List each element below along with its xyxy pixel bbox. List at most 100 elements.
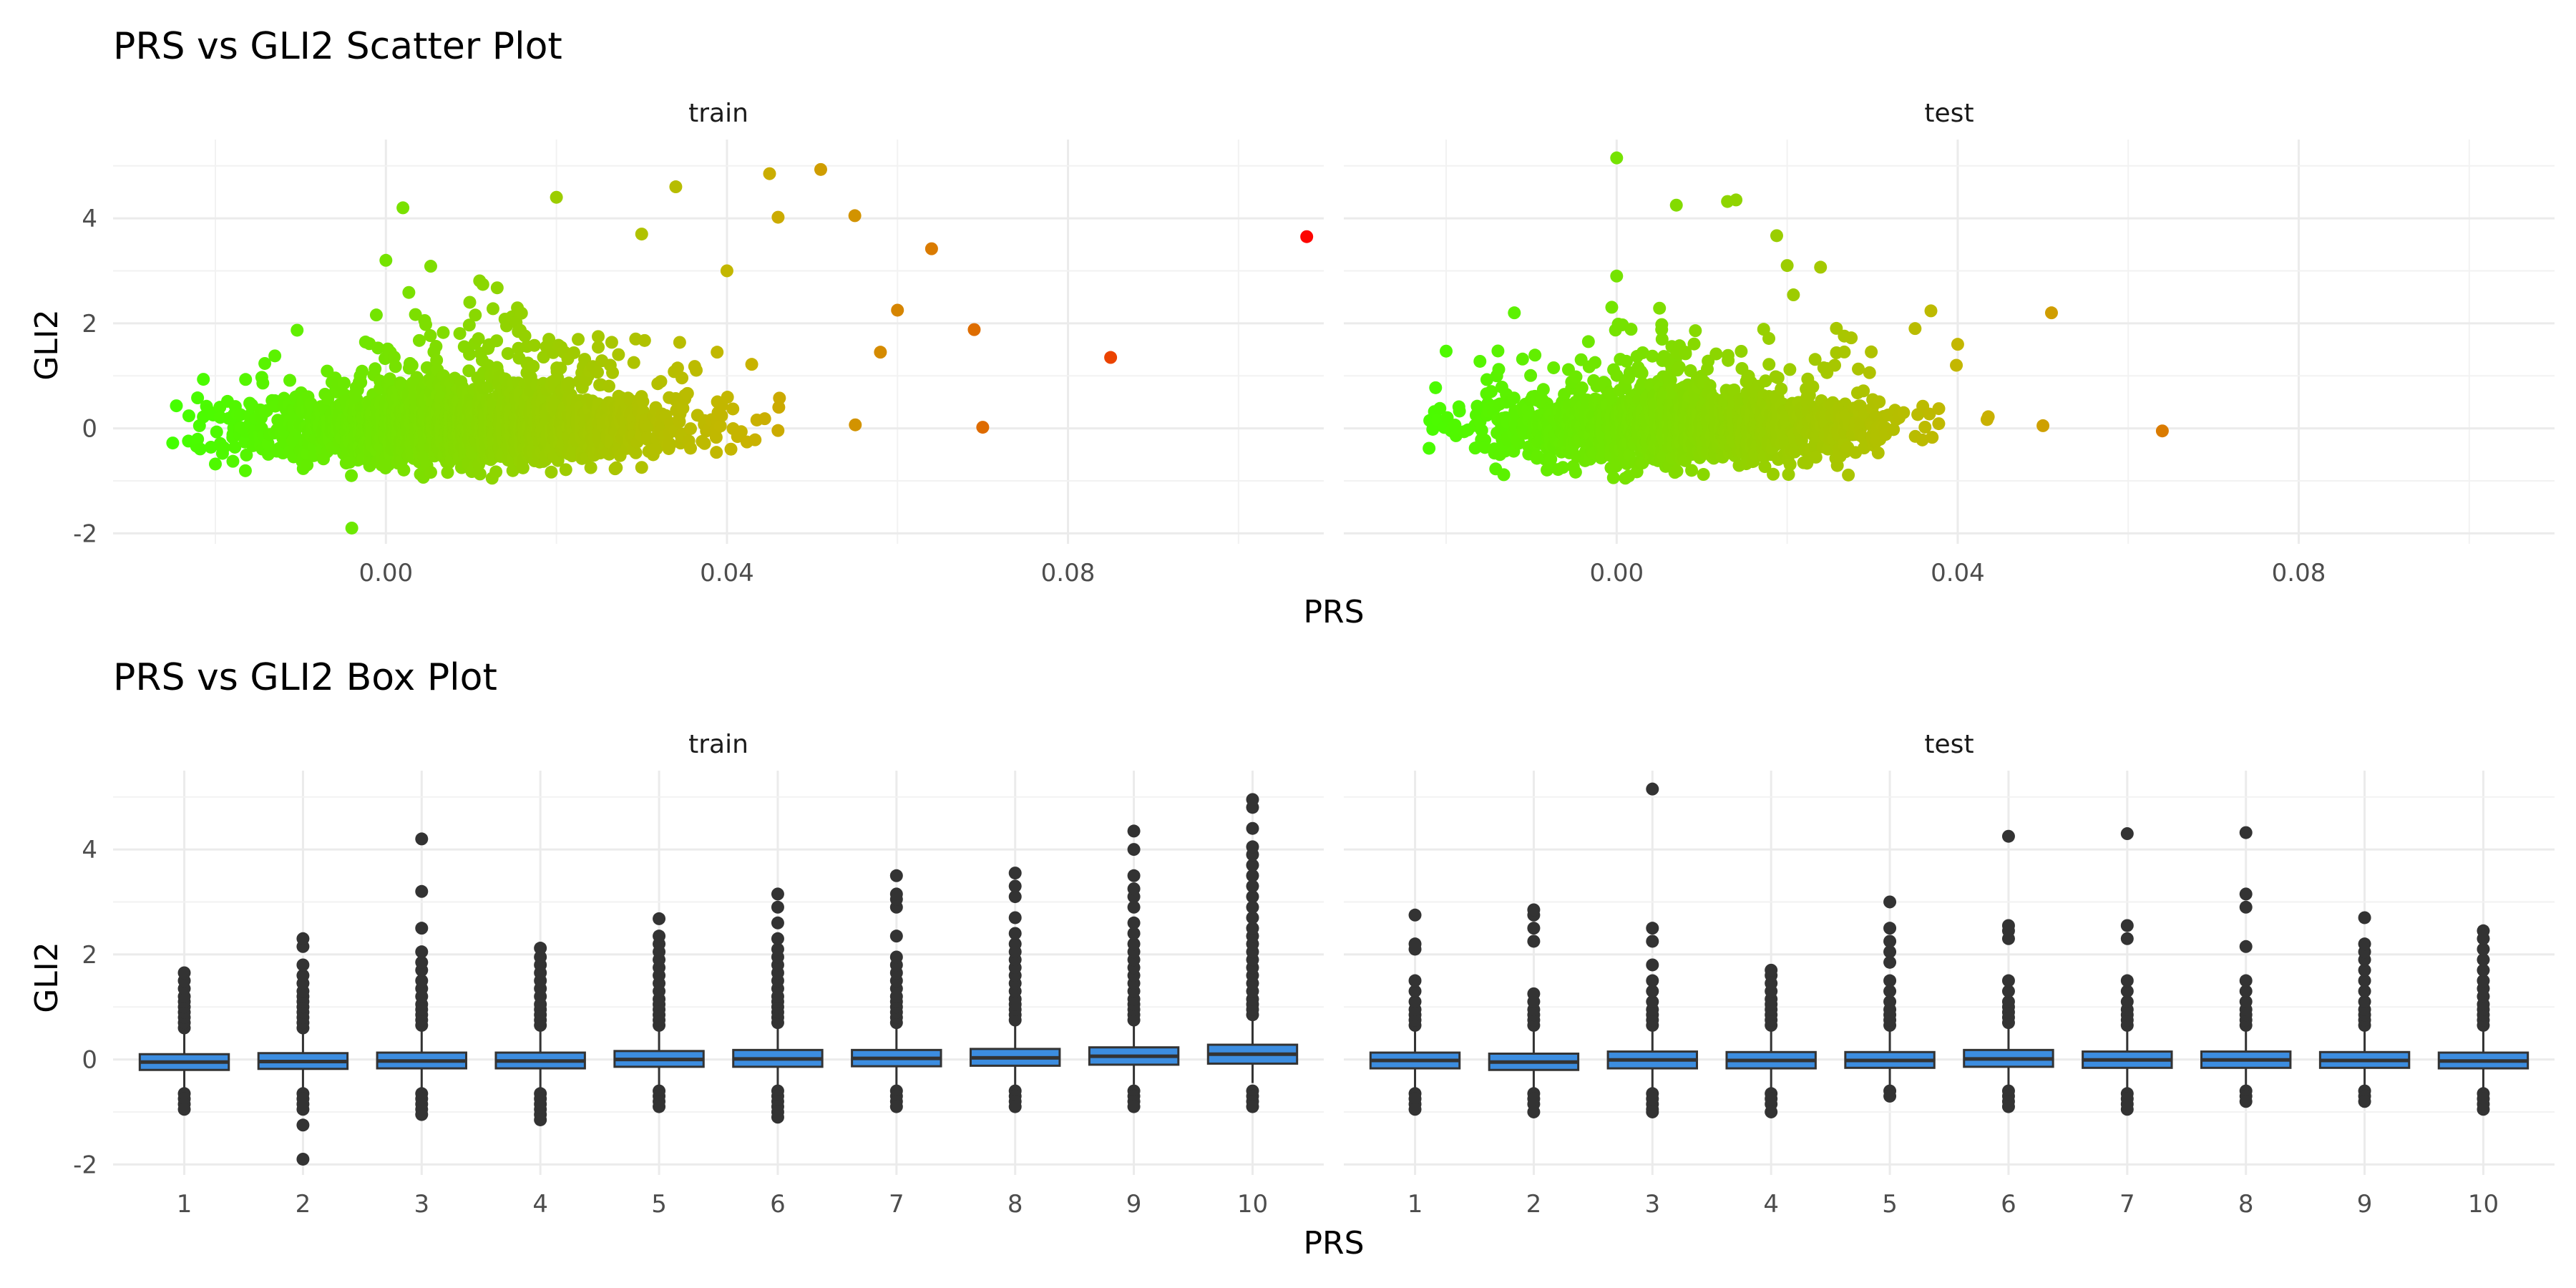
box-outlier xyxy=(296,1103,310,1116)
scatter-point xyxy=(226,454,240,468)
scatter-point xyxy=(758,412,771,426)
box-outlier xyxy=(1127,1100,1141,1113)
scatter-point xyxy=(874,346,887,359)
scatter-point xyxy=(771,210,785,224)
scatter-point xyxy=(193,442,207,456)
box-outlier xyxy=(771,900,784,914)
box-outlier xyxy=(2001,1100,2015,1113)
scatter-point xyxy=(709,431,723,444)
x-tick-label: 8 xyxy=(1008,1190,1023,1219)
scatter-point xyxy=(228,440,242,454)
scatter-point xyxy=(1735,344,1748,358)
scatter-point xyxy=(1845,331,1858,345)
scatter-point xyxy=(1569,370,1583,384)
scatter-point xyxy=(1697,468,1710,482)
box-outlier xyxy=(2001,919,2015,932)
box-outlier xyxy=(2120,1103,2134,1116)
box-outlier xyxy=(2358,1095,2371,1108)
box-outlier xyxy=(1646,1105,1659,1118)
scatter-point xyxy=(1787,288,1800,302)
scatter-strip-train: train xyxy=(688,99,748,128)
scatter-point xyxy=(551,454,565,467)
y-tick-label: 0 xyxy=(82,1046,97,1075)
scatter-point xyxy=(1492,363,1506,376)
box-outlier xyxy=(1127,869,1141,882)
scatter-point xyxy=(387,351,401,364)
scatter-point xyxy=(486,302,499,316)
box-outlier xyxy=(1883,935,1897,948)
scatter-point xyxy=(469,308,482,322)
scatter-point xyxy=(419,318,432,331)
scatter-point xyxy=(1873,395,1886,409)
box-outlier xyxy=(1527,987,1541,1000)
scatter-point xyxy=(1653,301,1667,315)
x-tick-label: 7 xyxy=(2119,1190,2135,1219)
box-outlier xyxy=(2001,829,2015,843)
scatter-point xyxy=(490,334,504,348)
scatter-point xyxy=(698,436,711,450)
scatter-point xyxy=(635,461,648,474)
scatter-point xyxy=(1865,345,1878,358)
box-outlier xyxy=(1883,922,1897,935)
scatter-point xyxy=(1516,352,1529,366)
scatter-point xyxy=(967,323,981,336)
box-outlier xyxy=(2239,887,2253,901)
scatter-point xyxy=(745,358,758,371)
scatter-point xyxy=(389,360,402,374)
scatter-point xyxy=(1547,361,1561,374)
scatter-point xyxy=(208,457,222,471)
scatter-point xyxy=(572,333,585,346)
scatter-point xyxy=(1536,383,1550,396)
scatter-point xyxy=(436,326,450,339)
box-y-axis-label: GLI2 xyxy=(29,942,65,1013)
scatter-point xyxy=(191,391,205,405)
box-outlier xyxy=(2239,974,2253,987)
box-outlier xyxy=(889,930,903,943)
box-outlier xyxy=(1246,840,1259,854)
x-tick-label: 8 xyxy=(2238,1190,2254,1219)
scatter-point xyxy=(430,353,444,367)
box-outlier xyxy=(771,887,784,901)
box-outlier xyxy=(296,1152,310,1166)
box-outlier xyxy=(889,887,903,901)
x-tick-label: 1 xyxy=(177,1190,192,1219)
scatter-point xyxy=(1722,353,1735,367)
x-tick-label: 5 xyxy=(1882,1190,1898,1219)
scatter-point xyxy=(409,308,422,321)
box-outlier xyxy=(653,1100,666,1113)
scatter-point xyxy=(482,380,495,394)
scatter-point xyxy=(1981,410,1995,424)
scatter-point xyxy=(291,323,304,337)
box-outlier xyxy=(1408,908,1422,922)
scatter-point xyxy=(711,346,724,359)
scatter-point xyxy=(720,264,733,278)
scatter-point xyxy=(197,373,210,386)
scatter-point xyxy=(1863,366,1876,379)
scatter-point xyxy=(369,362,382,376)
box-outlier xyxy=(1008,867,1022,880)
scatter-point xyxy=(724,442,738,456)
box-outlier xyxy=(415,884,429,898)
scatter-point xyxy=(345,469,358,482)
scatter-point xyxy=(1679,347,1692,361)
scatter-point xyxy=(1544,452,1558,466)
y-tick-label: 4 xyxy=(82,205,97,233)
scatter-point xyxy=(567,346,580,359)
box-outlier xyxy=(2120,974,2134,987)
scatter-point xyxy=(210,425,223,439)
scatter-point xyxy=(238,464,252,477)
scatter-point xyxy=(379,253,393,267)
scatter-point xyxy=(550,190,563,204)
scatter-point xyxy=(429,340,443,353)
box-strip-train: train xyxy=(688,730,748,759)
box-outlier xyxy=(534,1113,547,1126)
box-outlier xyxy=(534,942,547,955)
scatter-point xyxy=(1528,348,1542,362)
scatter-point xyxy=(1842,468,1855,482)
box-outlier xyxy=(1408,937,1422,951)
x-tick-label: 6 xyxy=(770,1190,786,1219)
scatter-point xyxy=(1852,362,1865,376)
scatter-point xyxy=(166,436,180,450)
box-outlier xyxy=(889,950,903,964)
